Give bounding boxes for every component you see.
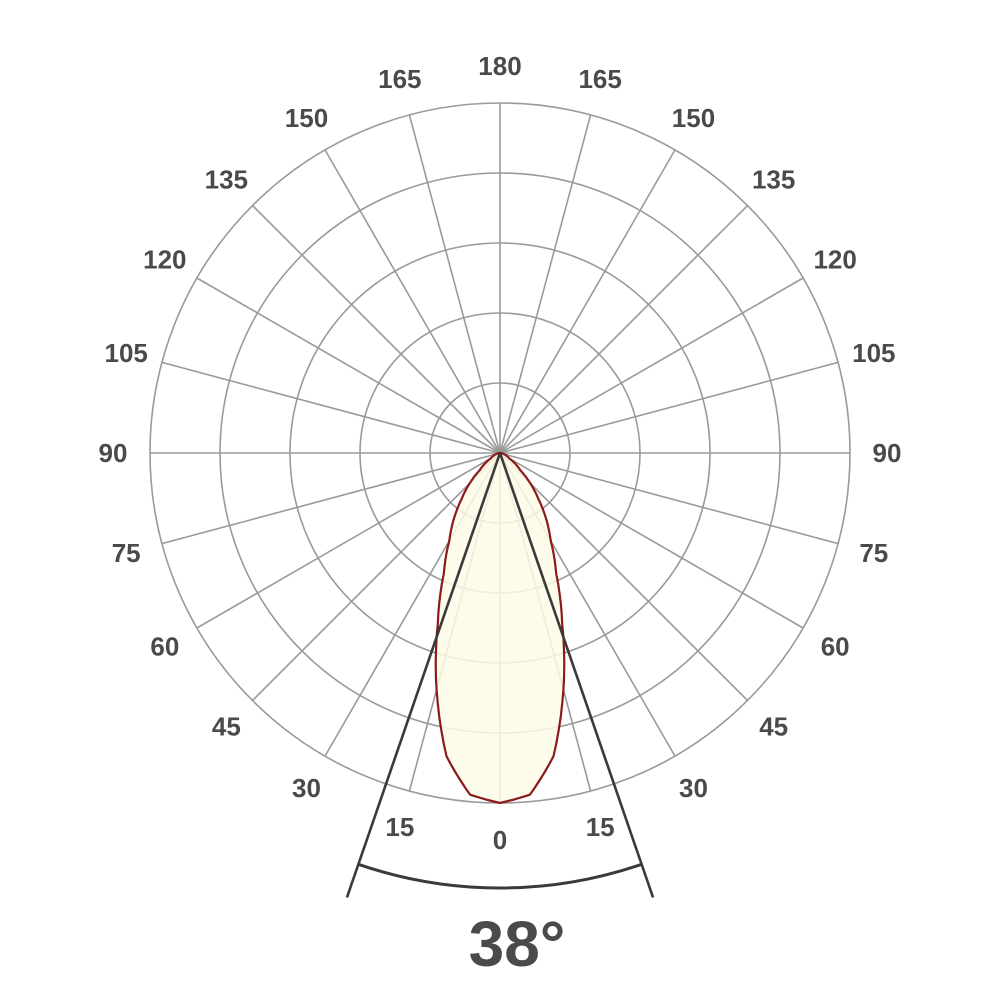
grid-spoke bbox=[499, 277, 804, 454]
angle-tick-label: 120 bbox=[143, 245, 186, 275]
grid-spoke bbox=[499, 452, 839, 545]
angle-tick-label: 30 bbox=[292, 773, 321, 803]
angle-tick-label: 15 bbox=[586, 812, 615, 842]
angle-tick-label: 15 bbox=[385, 812, 414, 842]
angle-tick-label: 90 bbox=[873, 438, 902, 468]
grid-spoke bbox=[251, 204, 501, 454]
grid-spoke bbox=[408, 114, 501, 454]
angle-tick-label: 165 bbox=[378, 64, 421, 94]
grid-spoke bbox=[251, 452, 501, 702]
grid-spoke bbox=[499, 204, 749, 454]
grid-spoke bbox=[499, 452, 749, 702]
beam-angle-label: 38° bbox=[469, 908, 566, 980]
intensity-curve-group bbox=[434, 451, 566, 805]
angle-tick-label: 105 bbox=[104, 338, 147, 368]
angle-tick-label: 0 bbox=[493, 825, 507, 855]
grid-spoke bbox=[499, 361, 839, 454]
angle-tick-label: 75 bbox=[112, 538, 141, 568]
beam-angle-line bbox=[498, 452, 655, 898]
grid-spoke bbox=[196, 277, 501, 454]
angle-tick-label: 135 bbox=[205, 164, 248, 194]
grid-spoke bbox=[499, 452, 804, 629]
angle-tick-label: 90 bbox=[99, 438, 128, 468]
angle-tick-label: 120 bbox=[813, 245, 856, 275]
angle-tick-label: 150 bbox=[672, 103, 715, 133]
intensity-curve bbox=[434, 451, 566, 805]
angle-tick-label: 45 bbox=[212, 712, 241, 742]
grid-spoke bbox=[499, 114, 592, 454]
angle-tick-label: 150 bbox=[285, 103, 328, 133]
angle-tick-label: 135 bbox=[752, 164, 795, 194]
angle-tick-label: 30 bbox=[679, 773, 708, 803]
grid-spoke bbox=[161, 452, 501, 545]
angle-tick-label: 60 bbox=[150, 632, 179, 662]
grid-spoke bbox=[499, 149, 676, 454]
beam-angle-arc bbox=[357, 862, 643, 890]
angle-labels: 0 15 30 45 60 75 90 105 120 135 150 165 180 15 30 45 60 7… bbox=[99, 51, 902, 855]
grid-spoke bbox=[161, 361, 501, 454]
beam-angle-group bbox=[345, 452, 655, 898]
angle-tick-label: 75 bbox=[859, 538, 888, 568]
grid-spoke bbox=[324, 149, 501, 454]
angle-tick-label: 165 bbox=[578, 64, 621, 94]
grid-spoke bbox=[196, 452, 501, 629]
angle-tick-label: 45 bbox=[759, 712, 788, 742]
angle-tick-label: 105 bbox=[852, 338, 895, 368]
beam-angle-line bbox=[345, 452, 502, 898]
angle-tick-label: 60 bbox=[821, 632, 850, 662]
angle-tick-label: 180 bbox=[478, 51, 521, 81]
